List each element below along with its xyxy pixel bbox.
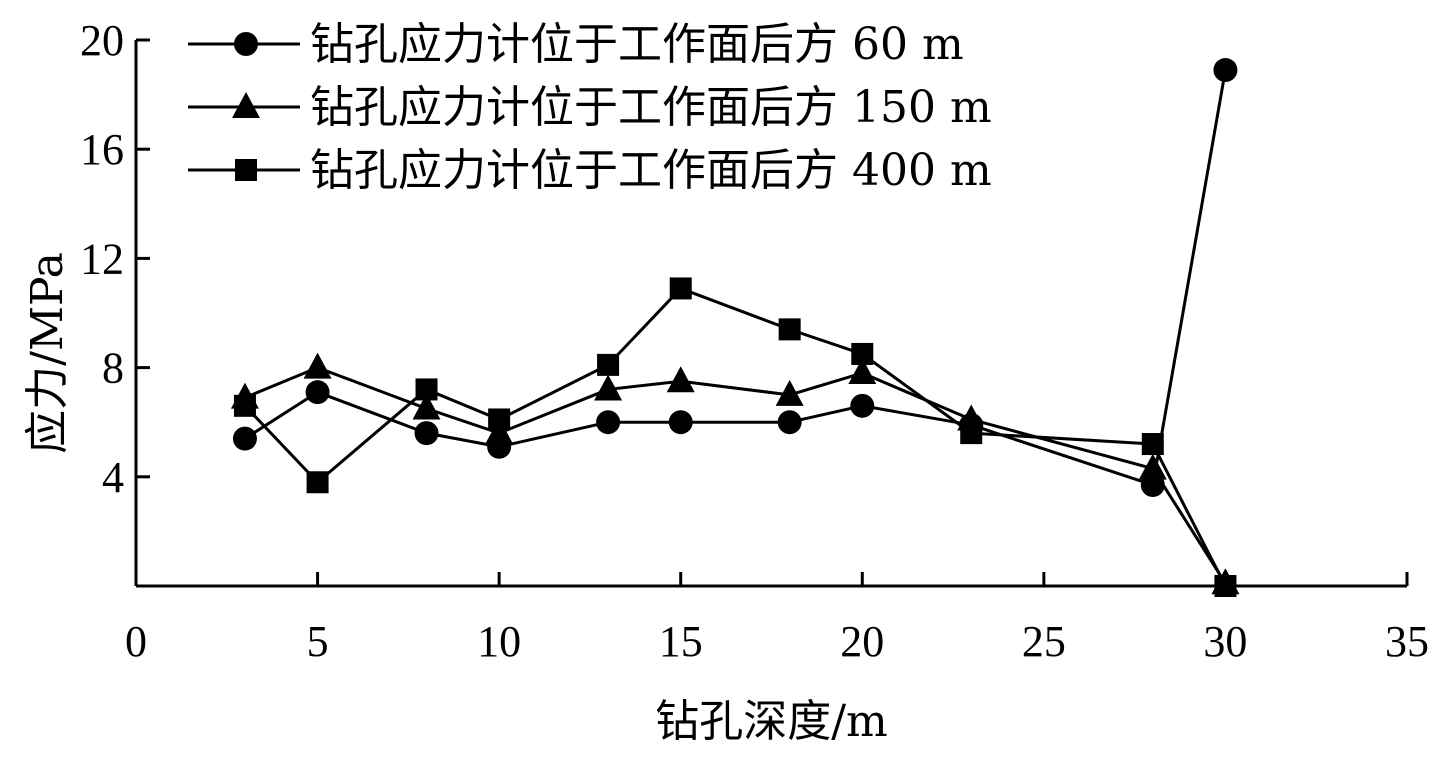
data-point-square <box>669 277 692 300</box>
data-point-square <box>488 408 511 431</box>
y-tick-label: 4 <box>102 453 124 502</box>
legend-marker-circle <box>234 32 258 56</box>
data-point-circle <box>305 380 330 405</box>
data-point-square <box>415 378 438 401</box>
legend-label: 钻孔应力计位于工作面后方 150 m <box>310 82 992 133</box>
data-point-triangle <box>666 366 695 393</box>
series-line-square <box>243 286 1227 587</box>
data-point-square <box>306 471 329 494</box>
x-tick-label: 20 <box>840 617 884 666</box>
series-square <box>233 277 1237 597</box>
series-triangle <box>230 352 1240 595</box>
data-point-circle <box>232 426 257 451</box>
x-tick-label: 25 <box>1022 617 1066 666</box>
legend: 钻孔应力计位于工作面后方 60 m 钻孔应力计位于工作面后方 150 m 钻孔应力计… <box>188 19 992 196</box>
legend-item: 钻孔应力计位于工作面后方 60 m <box>188 19 964 70</box>
legend-marker-triangle <box>232 92 260 118</box>
x-axis-title: 钻孔深度/m <box>655 696 888 747</box>
series-line-triangle <box>244 366 1227 585</box>
legend-label: 钻孔应力计位于工作面后方 400 m <box>310 145 992 196</box>
data-point-circle <box>1213 58 1238 83</box>
data-point-triangle <box>775 379 804 406</box>
legend-item: 钻孔应力计位于工作面后方 400 m <box>188 145 992 196</box>
y-tick-label: 8 <box>102 344 124 393</box>
data-point-circle <box>777 410 802 435</box>
data-point-triangle <box>1138 453 1167 480</box>
x-tick-label: 10 <box>477 617 521 666</box>
y-tick-label: 12 <box>80 234 124 283</box>
x-tick-label: 30 <box>1203 617 1247 666</box>
data-point-circle <box>414 421 439 446</box>
data-point-square <box>1141 433 1164 456</box>
data-point-circle <box>668 410 693 435</box>
legend-label: 钻孔应力计位于工作面后方 60 m <box>310 19 964 70</box>
x-tick-label: 15 <box>659 617 703 666</box>
data-point-circle <box>850 393 875 418</box>
data-point-triangle <box>594 374 623 401</box>
data-point-triangle <box>848 358 877 385</box>
data-point-square <box>960 422 983 445</box>
data-point-triangle <box>412 393 441 420</box>
data-point-triangle <box>485 418 514 445</box>
legend-marker-square <box>235 159 257 181</box>
y-tick-label: 16 <box>80 125 124 174</box>
y-tick-label: 20 <box>80 16 124 65</box>
data-point-square <box>778 318 801 341</box>
series-layer <box>230 58 1240 597</box>
legend-item: 钻孔应力计位于工作面后方 150 m <box>188 82 992 133</box>
axes: 0 5 10 15 20 25 30 35 4 8 12 16 20 <box>80 16 1429 666</box>
data-point-circle <box>596 410 621 435</box>
x-tick-label: 0 <box>125 617 147 666</box>
data-point-triangle <box>303 352 332 379</box>
x-tick-label: 35 <box>1385 617 1429 666</box>
data-point-square <box>597 353 620 376</box>
data-point-square <box>851 342 874 365</box>
data-point-square <box>1214 575 1237 597</box>
x-tick-label: 5 <box>307 617 329 666</box>
data-point-square <box>233 394 256 417</box>
y-axis-title: 应力/MPa <box>22 252 73 454</box>
